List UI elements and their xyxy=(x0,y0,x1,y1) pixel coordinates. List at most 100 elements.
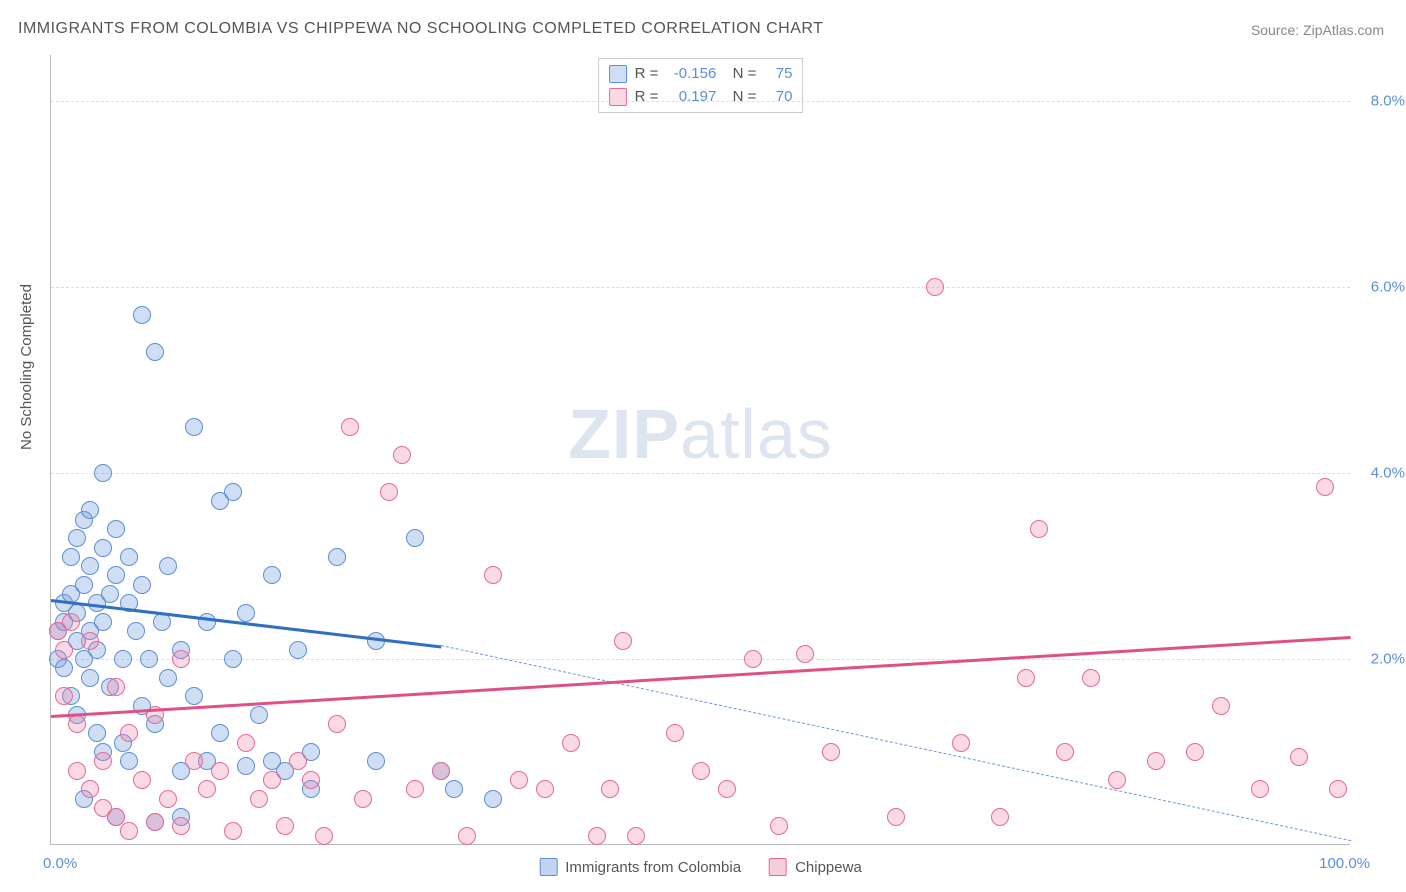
scatter-point-chippewa xyxy=(718,780,736,798)
r-label: R = xyxy=(635,63,659,86)
scatter-point-chippewa xyxy=(341,418,359,436)
scatter-point-colombia xyxy=(127,622,145,640)
scatter-point-colombia xyxy=(224,650,242,668)
scatter-point-chippewa xyxy=(1147,752,1165,770)
r-label: R = xyxy=(635,86,659,109)
scatter-point-chippewa xyxy=(68,762,86,780)
scatter-point-colombia xyxy=(107,520,125,538)
scatter-point-chippewa xyxy=(1316,478,1334,496)
scatter-point-chippewa xyxy=(952,734,970,752)
scatter-point-colombia xyxy=(237,604,255,622)
r-value: 0.197 xyxy=(666,86,716,109)
scatter-point-chippewa xyxy=(250,790,268,808)
legend-row-colombia: R =-0.156 N =75 xyxy=(609,63,793,86)
scatter-point-chippewa xyxy=(68,715,86,733)
y-tick-label: 6.0% xyxy=(1371,279,1405,296)
scatter-point-chippewa xyxy=(315,827,333,845)
grid-line xyxy=(51,287,1350,288)
scatter-point-chippewa xyxy=(289,752,307,770)
y-axis-label: No Schooling Completed xyxy=(18,284,35,450)
scatter-point-chippewa xyxy=(393,446,411,464)
scatter-point-colombia xyxy=(250,706,268,724)
scatter-point-chippewa xyxy=(770,817,788,835)
scatter-point-chippewa xyxy=(55,687,73,705)
scatter-point-colombia xyxy=(185,687,203,705)
scatter-point-colombia xyxy=(114,650,132,668)
scatter-point-colombia xyxy=(224,483,242,501)
scatter-point-chippewa xyxy=(432,762,450,780)
scatter-point-chippewa xyxy=(536,780,554,798)
scatter-point-colombia xyxy=(94,539,112,557)
scatter-point-colombia xyxy=(198,613,216,631)
r-value: -0.156 xyxy=(666,63,716,86)
scatter-point-chippewa xyxy=(744,650,762,668)
scatter-point-chippewa xyxy=(627,827,645,845)
scatter-point-chippewa xyxy=(380,483,398,501)
scatter-point-colombia xyxy=(55,659,73,677)
scatter-point-chippewa xyxy=(276,817,294,835)
scatter-point-chippewa xyxy=(159,790,177,808)
scatter-point-chippewa xyxy=(185,752,203,770)
scatter-point-chippewa xyxy=(796,645,814,663)
y-tick-label: 2.0% xyxy=(1371,651,1405,668)
scatter-point-colombia xyxy=(159,669,177,687)
scatter-point-chippewa xyxy=(133,771,151,789)
scatter-point-colombia xyxy=(94,464,112,482)
scatter-point-chippewa xyxy=(263,771,281,789)
trend-line xyxy=(51,636,1351,718)
scatter-point-chippewa xyxy=(81,632,99,650)
legend-swatch xyxy=(539,858,557,876)
scatter-point-colombia xyxy=(62,548,80,566)
scatter-point-colombia xyxy=(120,548,138,566)
scatter-point-colombia xyxy=(159,557,177,575)
legend-swatch xyxy=(609,88,627,106)
legend-swatch xyxy=(609,65,627,83)
scatter-point-chippewa xyxy=(1082,669,1100,687)
scatter-point-chippewa xyxy=(62,613,80,631)
scatter-point-chippewa xyxy=(458,827,476,845)
scatter-point-chippewa xyxy=(94,752,112,770)
watermark-light: atlas xyxy=(680,395,833,473)
scatter-point-colombia xyxy=(101,585,119,603)
scatter-point-colombia xyxy=(75,576,93,594)
watermark: ZIPatlas xyxy=(568,394,833,474)
scatter-point-chippewa xyxy=(172,650,190,668)
scatter-point-chippewa xyxy=(81,780,99,798)
scatter-point-colombia xyxy=(88,724,106,742)
scatter-point-colombia xyxy=(133,306,151,324)
scatter-point-chippewa xyxy=(1017,669,1035,687)
scatter-point-chippewa xyxy=(1056,743,1074,761)
scatter-point-chippewa xyxy=(614,632,632,650)
scatter-point-chippewa xyxy=(406,780,424,798)
scatter-point-chippewa xyxy=(172,817,190,835)
scatter-point-chippewa xyxy=(692,762,710,780)
grid-line xyxy=(51,473,1350,474)
legend-item: Chippewa xyxy=(769,858,862,876)
chart-title: IMMIGRANTS FROM COLOMBIA VS CHIPPEWA NO … xyxy=(18,20,823,38)
scatter-point-chippewa xyxy=(510,771,528,789)
scatter-point-chippewa xyxy=(328,715,346,733)
series-legend: Immigrants from ColombiaChippewa xyxy=(539,858,862,876)
scatter-point-colombia xyxy=(81,501,99,519)
grid-line xyxy=(51,659,1350,660)
scatter-point-colombia xyxy=(185,418,203,436)
scatter-point-colombia xyxy=(445,780,463,798)
scatter-point-colombia xyxy=(94,613,112,631)
scatter-point-chippewa xyxy=(1108,771,1126,789)
watermark-bold: ZIP xyxy=(568,395,680,473)
scatter-point-chippewa xyxy=(1030,520,1048,538)
scatter-point-colombia xyxy=(263,566,281,584)
scatter-point-chippewa xyxy=(601,780,619,798)
scatter-point-chippewa xyxy=(198,780,216,798)
scatter-point-colombia xyxy=(81,669,99,687)
scatter-point-chippewa xyxy=(1329,780,1347,798)
scatter-point-colombia xyxy=(237,757,255,775)
correlation-legend: R =-0.156 N =75R =0.197 N =70 xyxy=(598,58,804,113)
scatter-point-colombia xyxy=(107,566,125,584)
n-value: 70 xyxy=(764,86,792,109)
scatter-point-colombia xyxy=(133,576,151,594)
scatter-point-chippewa xyxy=(991,808,1009,826)
scatter-point-colombia xyxy=(328,548,346,566)
scatter-point-chippewa xyxy=(1251,780,1269,798)
scatter-point-chippewa xyxy=(1186,743,1204,761)
